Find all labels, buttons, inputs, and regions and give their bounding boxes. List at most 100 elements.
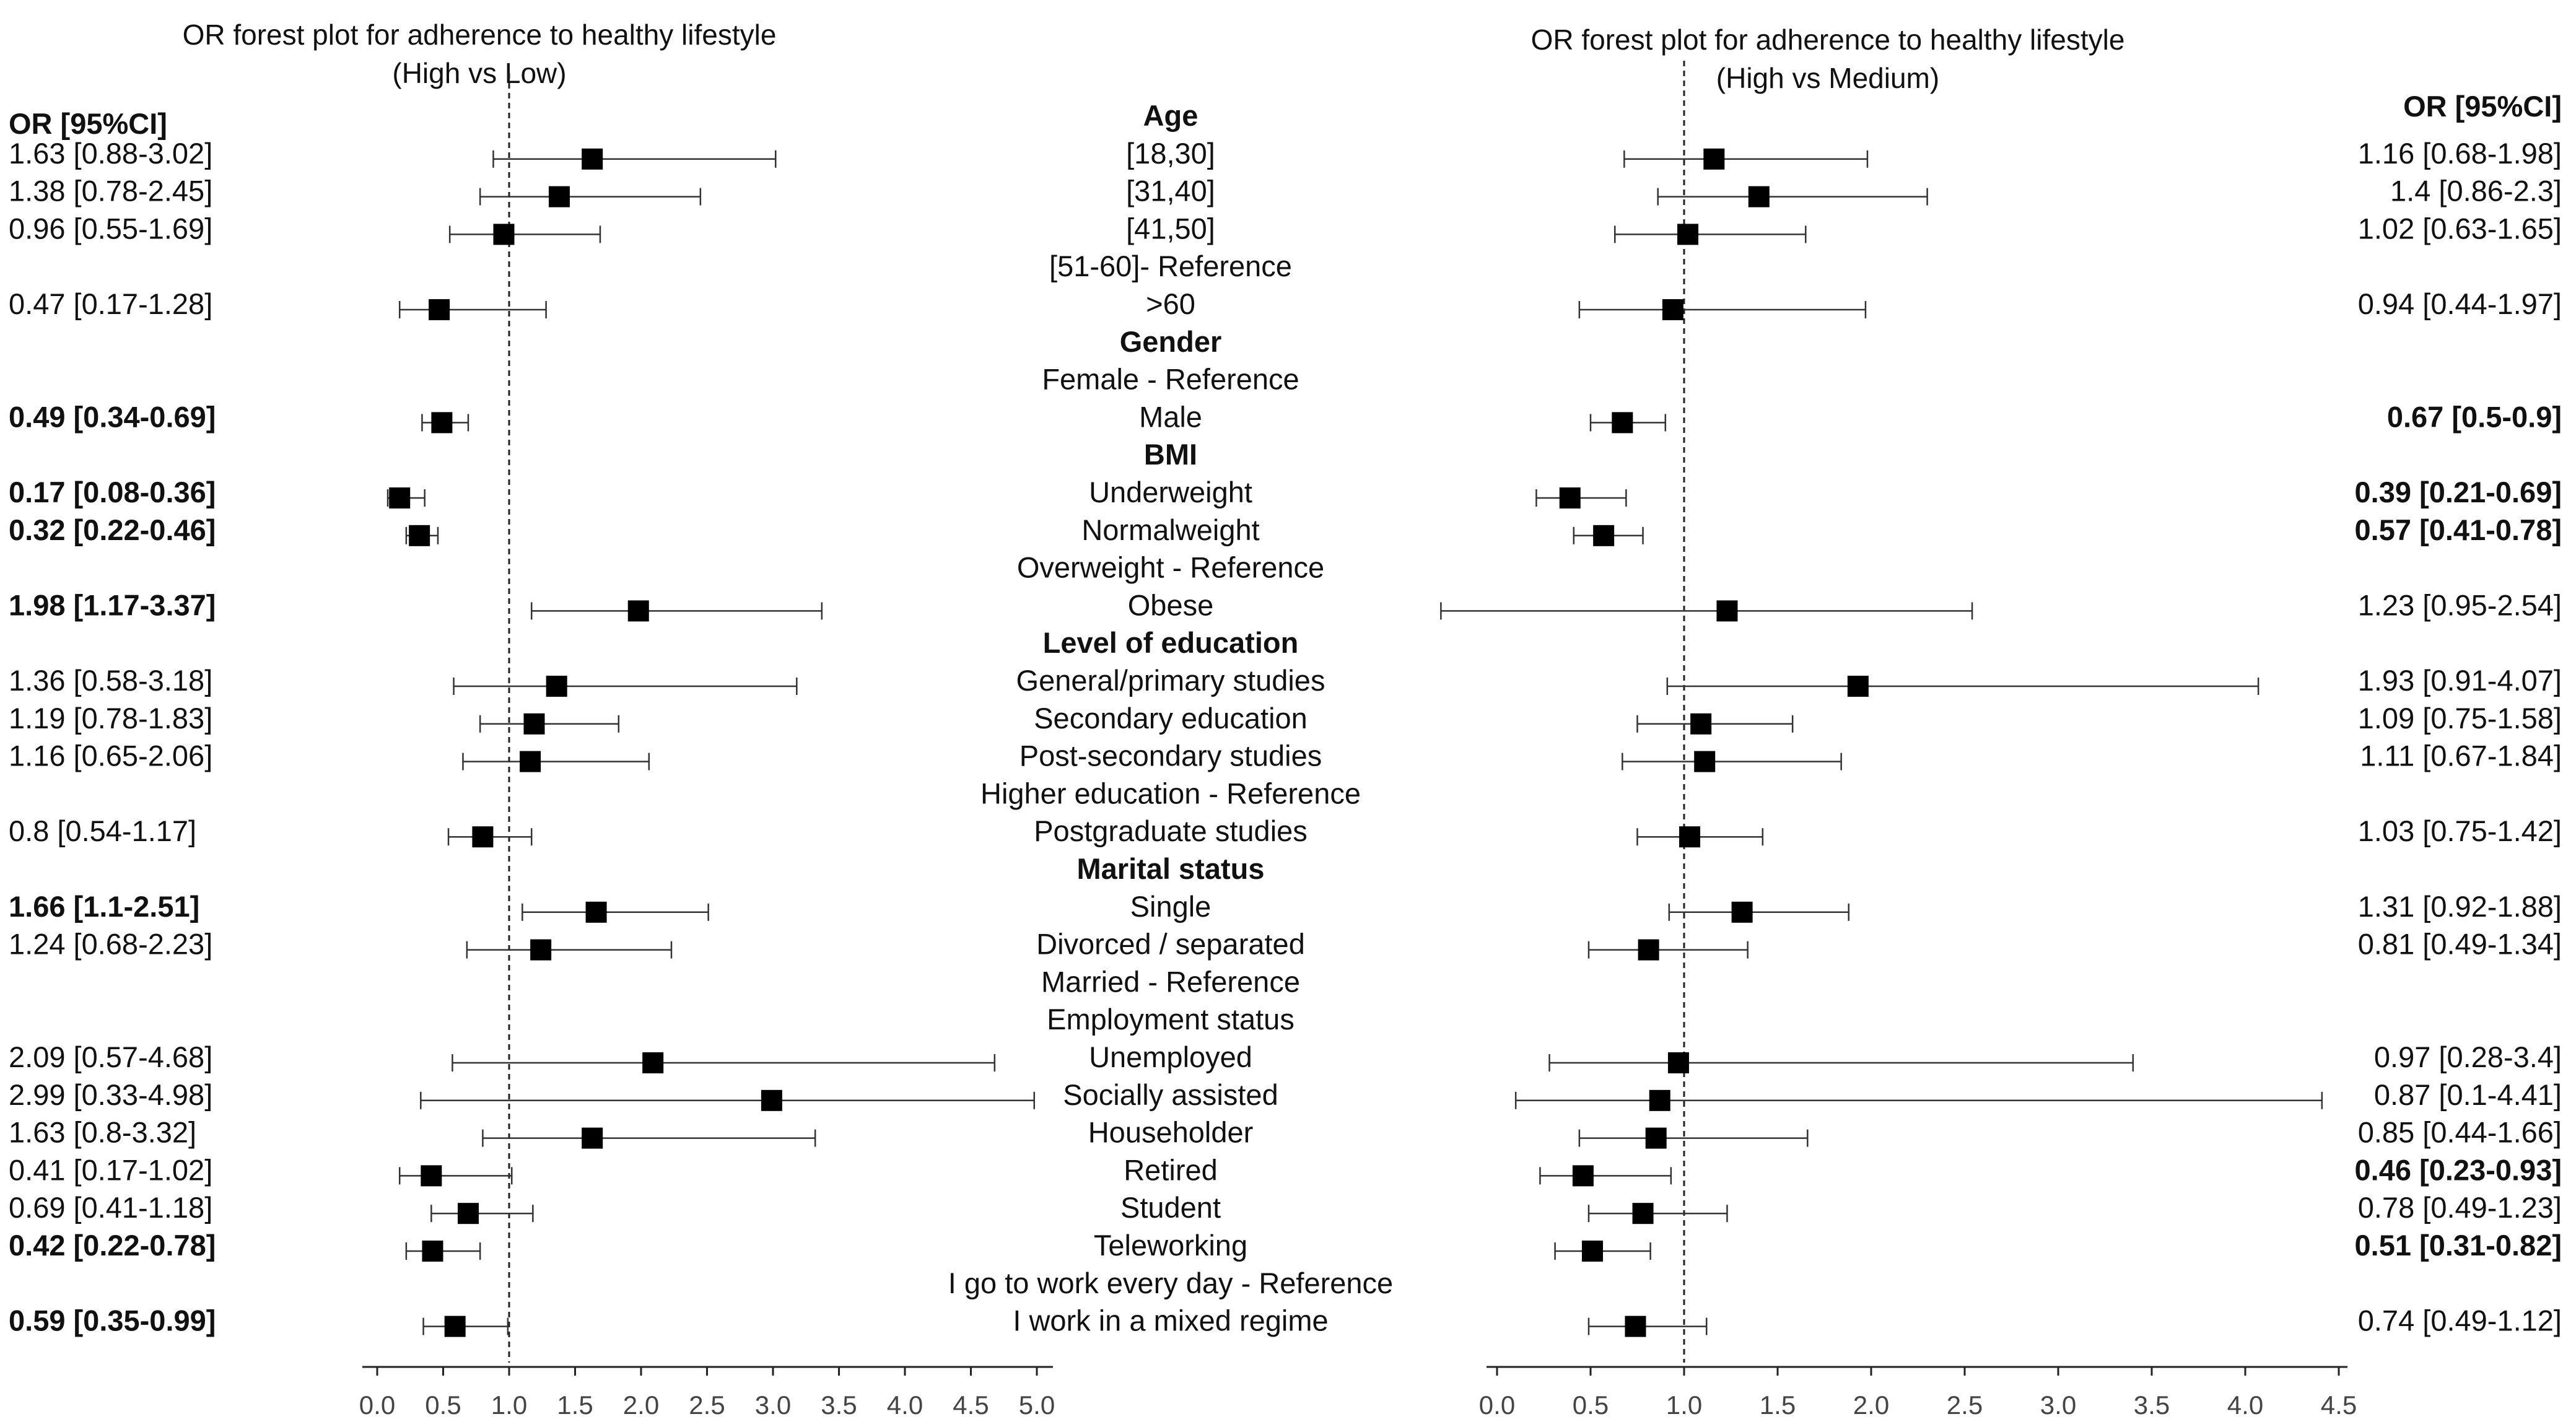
right-or-ci-value: 1.03 [0.75-1.42] — [2358, 814, 2562, 847]
left-x-tick-label: 3.5 — [821, 1390, 857, 1420]
group-header-label: BMI — [1144, 438, 1197, 471]
reference-label: Female - Reference — [1042, 363, 1299, 396]
right-or-ci-value: 0.78 [0.49-1.23] — [2358, 1191, 2562, 1224]
right-title-line1: OR forest plot for adherence to healthy … — [1531, 24, 2125, 56]
left-x-tick-label: 2.0 — [623, 1390, 659, 1420]
right-or-point — [1703, 148, 1725, 170]
right-or-point — [1679, 826, 1701, 848]
right-or-point — [1649, 1089, 1670, 1111]
left-or-ci-value: 0.96 [0.55-1.69] — [9, 212, 212, 245]
row-label: Teleworking — [1094, 1229, 1247, 1262]
right-or-point — [1612, 412, 1633, 434]
left-or-ci-value: 0.17 [0.08-0.36] — [9, 476, 216, 508]
row-label: Householder — [1088, 1116, 1254, 1149]
left-x-tick-label: 0.5 — [425, 1390, 461, 1420]
right-or-point — [1677, 224, 1699, 245]
row-label: [41,50] — [1126, 212, 1215, 245]
right-or-ci-value: 0.74 [0.49-1.12] — [2358, 1304, 2562, 1337]
left-or-point — [530, 939, 552, 961]
left-x-tick-label: 1.5 — [557, 1390, 593, 1420]
right-or-ci-value: 0.46 [0.23-0.93] — [2355, 1153, 2562, 1186]
row-label: Student — [1120, 1191, 1221, 1224]
left-or-point — [548, 186, 570, 207]
row-label: [18,30] — [1126, 137, 1215, 170]
left-or-point — [582, 148, 603, 170]
right-or-ci-value: 1.31 [0.92-1.88] — [2358, 890, 2562, 923]
row-label: Socially assisted — [1063, 1078, 1278, 1111]
right-x-tick-label: 2.5 — [1947, 1390, 1983, 1420]
right-or-point — [1645, 1127, 1667, 1149]
left-title-line2: (High vs Low) — [392, 57, 566, 89]
row-label: Postgraduate studies — [1034, 814, 1308, 847]
left-or-ci-value: 0.32 [0.22-0.46] — [9, 513, 216, 546]
right-or-point — [1731, 901, 1753, 923]
row-label: [31,40] — [1126, 175, 1215, 207]
row-label: >60 — [1146, 287, 1195, 320]
row-label: Male — [1139, 400, 1202, 433]
right-or-ci-value: 0.85 [0.44-1.66] — [2358, 1116, 2562, 1149]
left-or-point — [761, 1089, 782, 1111]
left-or-ci-value: 1.36 [0.58-3.18] — [9, 664, 212, 697]
row-label: Unemployed — [1089, 1041, 1252, 1073]
reference-label: [51-60]- Reference — [1049, 250, 1292, 282]
left-or-point — [582, 1127, 603, 1149]
group-header-label: Marital status — [1077, 852, 1265, 885]
right-x-tick-label: 3.0 — [2040, 1390, 2076, 1420]
left-or-point — [409, 525, 430, 546]
right-or-point — [1625, 1316, 1646, 1337]
right-or-ci-value: 1.16 [0.68-1.98] — [2358, 137, 2562, 170]
row-label: Retired — [1124, 1153, 1218, 1186]
right-or-ci-value: 1.09 [0.75-1.58] — [2358, 702, 2562, 735]
right-or-ci-value: 0.87 [0.1-4.41] — [2374, 1078, 2562, 1111]
left-or-ci-header: OR [95%CI] — [9, 107, 167, 140]
right-or-ci-value: 0.51 [0.31-0.82] — [2355, 1229, 2562, 1262]
right-or-ci-value: 1.02 [0.63-1.65] — [2358, 212, 2562, 245]
group-header-label: Gender — [1120, 325, 1222, 358]
left-or-ci-value: 1.98 [1.17-3.37] — [9, 588, 216, 621]
left-or-ci-value: 0.69 [0.41-1.18] — [9, 1191, 212, 1224]
right-or-point — [1638, 939, 1659, 961]
left-x-tick-label: 4.0 — [887, 1390, 923, 1420]
left-or-ci-value: 0.8 [0.54-1.17] — [9, 814, 196, 847]
chart-titles: OR forest plot for adherence to healthy … — [9, 19, 2562, 140]
left-or-point — [642, 1052, 664, 1073]
left-x-tick-label: 3.0 — [755, 1390, 791, 1420]
right-or-ci-value: 0.67 [0.5-0.9] — [2387, 400, 2562, 433]
row-labels: Age [18,30] [31,40] [41,50] [51-60]- Referen… — [948, 99, 1393, 1337]
right-x-tick-label: 3.5 — [2134, 1390, 2170, 1420]
left-x-tick-label: 1.0 — [491, 1390, 527, 1420]
left-or-point — [493, 224, 515, 245]
right-or-ci-value: 1.4 [0.86-2.3] — [2390, 175, 2562, 207]
right-or-ci-value: 1.23 [0.95-2.54] — [2358, 588, 2562, 621]
left-x-tick-label: 2.5 — [689, 1390, 725, 1420]
right-or-point — [1694, 751, 1716, 772]
left-x-tick-label: 4.5 — [953, 1390, 989, 1420]
row-label: Divorced / separated — [1036, 928, 1305, 961]
row-label: Normalweight — [1081, 513, 1259, 546]
left-or-ci-value: 1.66 [1.1-2.51] — [9, 890, 199, 923]
right-x-tick-label: 1.0 — [1666, 1390, 1702, 1420]
right-or-point — [1559, 487, 1581, 508]
left-or-point — [444, 1316, 466, 1337]
right-x-tick-label: 0.5 — [1573, 1390, 1609, 1420]
reference-label: Overweight - Reference — [1017, 551, 1324, 584]
right-or-point — [1572, 1165, 1594, 1187]
right-x-tick-label: 2.0 — [1853, 1390, 1889, 1420]
row-label: I work in a mixed regime — [1013, 1304, 1328, 1337]
reference-label: Higher education - Reference — [980, 777, 1361, 810]
right-or-point — [1662, 299, 1683, 320]
reference-label: Married - Reference — [1041, 965, 1300, 998]
left-or-ci-value: 2.09 [0.57-4.68] — [9, 1041, 212, 1073]
left-or-point — [457, 1203, 479, 1224]
right-or-point — [1716, 600, 1738, 622]
right-or-ci-value: 1.93 [0.91-4.07] — [2358, 664, 2562, 697]
right-x-tick-label: 0.0 — [1479, 1390, 1515, 1420]
group-header-label: Level of education — [1043, 626, 1299, 659]
left-or-point — [585, 901, 607, 923]
right-or-point — [1593, 525, 1615, 546]
right-or-point — [1847, 676, 1869, 697]
right-x-tick-label: 4.5 — [2321, 1390, 2357, 1420]
left-or-ci-value: 2.99 [0.33-4.98] — [9, 1078, 212, 1111]
row-label: Obese — [1128, 588, 1213, 621]
